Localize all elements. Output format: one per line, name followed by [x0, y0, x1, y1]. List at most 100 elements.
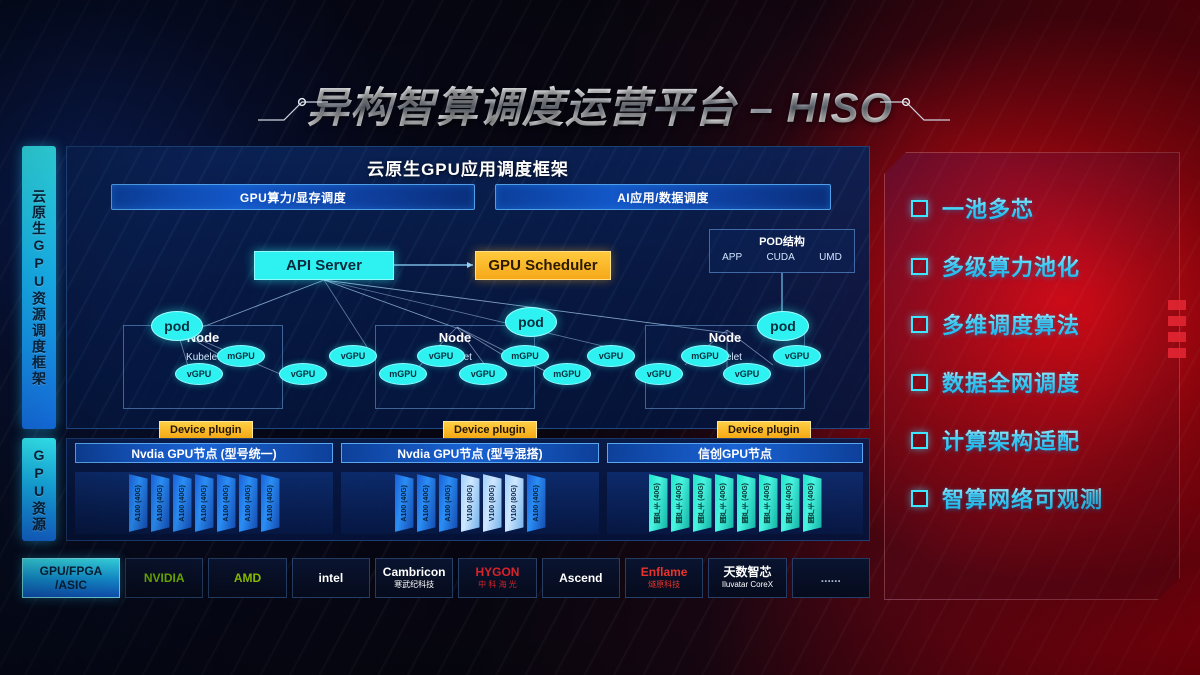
gpu-card-1-4[interactable]: A100 (40G) — [194, 474, 214, 532]
vendor-logo-4-sub: 寒武纪科技 — [394, 580, 435, 589]
vendor-logo-1[interactable]: NVIDIA — [125, 558, 204, 598]
checkbox-icon[interactable] — [911, 432, 928, 449]
gpu-scheduler-box[interactable]: GPU Scheduler — [475, 251, 611, 280]
gpu-card-3-5[interactable]: 国产卡 (40G) — [736, 474, 756, 532]
pod-ellipse-1[interactable]: pod — [151, 311, 203, 341]
gpu-ellipse-6[interactable]: vGPU — [417, 345, 465, 367]
gpu-ellipse-14[interactable]: vGPU — [773, 345, 821, 367]
gpu-card-3-8[interactable]: 国产卡 (40G) — [802, 474, 822, 532]
vendor-logo-4[interactable]: Cambricon 寒武纪科技 — [374, 558, 454, 598]
gpu-card-3-1[interactable]: 国产卡 (40G) — [648, 474, 668, 532]
feature-item-1[interactable]: 一池多芯 — [911, 179, 1179, 237]
gpu-group-1: Nvdia GPU节点 (型号统一) A100 (40G) A100 (40G) A… — [75, 443, 333, 538]
gpu-card-1-3[interactable]: A100 (40G) — [172, 474, 192, 532]
checkbox-icon[interactable] — [911, 258, 928, 275]
feature-item-4[interactable]: 数据全网调度 — [911, 353, 1179, 411]
gpu-card-2-1[interactable]: A100 (40G) — [394, 474, 414, 532]
vendor-logo-9-name: ...... — [820, 570, 841, 585]
feature-item-3[interactable]: 多维调度算法 — [911, 295, 1179, 353]
gpu-card-3-2[interactable]: 国产卡 (40G) — [670, 474, 690, 532]
pod-ellipse-2[interactable]: pod — [505, 307, 557, 337]
gpu-card-1-7[interactable]: A100 (40G) — [260, 474, 280, 532]
gpu-ellipse-5[interactable]: mGPU — [379, 363, 427, 385]
pod-ellipse-2-label: pod — [518, 314, 544, 330]
device-plugin-3[interactable]: Device plugin — [717, 421, 811, 439]
gpu-card-2-3[interactable]: A100 (40G) — [438, 474, 458, 532]
checkbox-icon[interactable] — [911, 490, 928, 507]
gpu-card-1-6-label: A100 (40G) — [244, 484, 252, 522]
gpu-card-3-2-label: 国产卡 (40G) — [676, 482, 683, 524]
gpu-card-3-6[interactable]: 国产卡 (40G) — [758, 474, 778, 532]
gpu-card-2-6[interactable]: V100 (80G) — [504, 474, 524, 532]
gpu-ellipse-12-label: mGPU — [691, 351, 719, 361]
gpu-ellipse-8[interactable]: mGPU — [501, 345, 549, 367]
vendor-logo-3[interactable]: intel — [291, 558, 370, 598]
checkbox-icon[interactable] — [911, 316, 928, 333]
gpu-card-2-5[interactable]: V100 (80G) — [482, 474, 502, 532]
vendor-logo-6[interactable]: Ascend — [541, 558, 620, 598]
framework-title: 云原生GPU应用调度框架 — [367, 160, 569, 179]
gpu-ellipse-11[interactable]: vGPU — [635, 363, 683, 385]
gpu-card-3-6-label: 国产卡 (40G) — [764, 482, 771, 524]
gpu-ellipse-4[interactable]: vGPU — [329, 345, 377, 367]
node-label-2: Node — [438, 330, 472, 345]
gpu-card-1-2[interactable]: A100 (40G) — [150, 474, 170, 532]
vendor-logo-7-name: Enflame — [640, 565, 688, 579]
gpu-ellipse-3[interactable]: vGPU — [279, 363, 327, 385]
vendor-logo-8[interactable]: 天数智芯 Iluvatar CoreX — [708, 558, 787, 598]
gpu-ellipse-12[interactable]: mGPU — [681, 345, 729, 367]
device-plugin-1[interactable]: Device plugin — [159, 421, 253, 439]
gpu-card-1-6[interactable]: A100 (40G) — [238, 474, 258, 532]
pod-structure-item-cuda: CUDA — [766, 252, 795, 263]
gpu-card-3-3[interactable]: 国产卡 (40G) — [692, 474, 712, 532]
gpu-card-3-7-label: 国产卡 (40G) — [786, 482, 793, 524]
gpu-ellipse-13-label: vGPU — [734, 369, 760, 379]
vendor-row: GPU/FPGA /ASIC NVIDIA AMD intel Cambricon 寒武… — [22, 558, 870, 598]
vendor-row-label-line2: /ASIC — [54, 578, 87, 592]
sched-bar-gpu[interactable]: GPU算力/显存调度 — [111, 184, 475, 210]
gpu-card-3-4-label: 国产卡 (40G) — [720, 482, 727, 524]
gpu-ellipse-9[interactable]: mGPU — [543, 363, 591, 385]
sched-bar-ai-label: AI应用/数据调度 — [617, 190, 709, 205]
gpu-ellipse-2[interactable]: mGPU — [217, 345, 265, 367]
gpu-card-1-1[interactable]: A100 (40G) — [128, 474, 148, 532]
feature-item-6[interactable]: 智算网络可观测 — [911, 469, 1179, 527]
vendor-row-label: GPU/FPGA /ASIC — [22, 558, 120, 598]
gpu-card-2-6-label: V100 (80G) — [510, 484, 518, 522]
device-plugin-2[interactable]: Device plugin — [443, 421, 537, 439]
gpu-ellipse-10[interactable]: vGPU — [587, 345, 635, 367]
gpu-card-3-3-label: 国产卡 (40G) — [698, 482, 705, 524]
pod-structure-item-umd: UMD — [819, 252, 842, 263]
vendor-logo-7[interactable]: Enflame 燧原科技 — [624, 558, 704, 598]
api-server-box[interactable]: API Server — [254, 251, 394, 280]
gpu-ellipse-5-label: mGPU — [389, 369, 417, 379]
gpu-card-3-7[interactable]: 国产卡 (40G) — [780, 474, 800, 532]
pod-ellipse-3[interactable]: pod — [757, 311, 809, 341]
gpu-card-1-1-label: A100 (40G) — [134, 484, 142, 522]
feature-item-5[interactable]: 计算架构适配 — [911, 411, 1179, 469]
vendor-logo-5-name: HYGON — [475, 565, 520, 579]
gpu-group-1-title: Nvdia GPU节点 (型号统一) — [75, 443, 333, 463]
gpu-card-2-7[interactable]: A100 (40G) — [526, 474, 546, 532]
gpu-card-2-2[interactable]: A100 (40G) — [416, 474, 436, 532]
gpu-ellipse-7[interactable]: vGPU — [459, 363, 507, 385]
gpu-group-1-cards: A100 (40G) A100 (40G) A100 (40G) A100 (40G)… — [75, 472, 333, 534]
gpu-ellipse-1[interactable]: vGPU — [175, 363, 223, 385]
checkbox-icon[interactable] — [911, 374, 928, 391]
vendor-logo-2[interactable]: AMD — [208, 558, 287, 598]
gpu-card-2-2-label: A100 (40G) — [422, 484, 430, 522]
gpu-card-1-5[interactable]: A100 (40G) — [216, 474, 236, 532]
sched-bar-ai[interactable]: AI应用/数据调度 — [495, 184, 831, 210]
feature-item-5-label: 计算架构适配 — [942, 424, 1080, 456]
pod-structure-title: POD结构 — [759, 236, 805, 248]
feature-item-2[interactable]: 多级算力池化 — [911, 237, 1179, 295]
vendor-logo-5[interactable]: HYGON 中 科 海 光 — [458, 558, 537, 598]
gpu-card-1-2-label: A100 (40G) — [156, 484, 164, 522]
gpu-ellipse-13[interactable]: vGPU — [723, 363, 771, 385]
gpu-card-2-4[interactable]: V100 (80G) — [460, 474, 480, 532]
vendor-logo-9[interactable]: ...... — [791, 558, 870, 598]
vendor-logo-6-name: Ascend — [559, 570, 603, 585]
gpu-card-3-4[interactable]: 国产卡 (40G) — [714, 474, 734, 532]
checkbox-icon[interactable] — [911, 200, 928, 217]
vertical-label-framework: 云原生GPU资源调度框架 — [22, 146, 56, 429]
